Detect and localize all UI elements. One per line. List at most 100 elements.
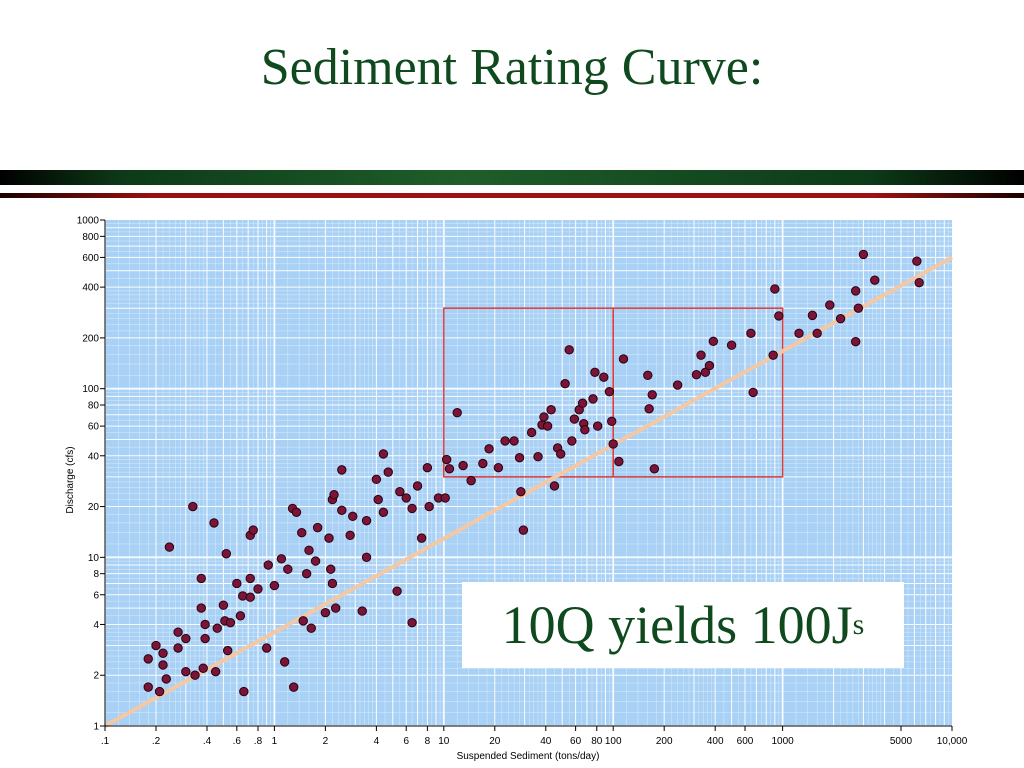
x-axis-label: Suspended Sediment (tons/day) [457,751,600,762]
x-tick-label: 6 [403,736,409,747]
data-point [770,284,780,294]
y-tick-label: 2 [93,671,99,682]
data-point [361,552,372,563]
data-point [704,360,715,371]
data-point [416,533,427,543]
data-point [556,449,566,459]
data-point [269,580,280,591]
data-point [649,464,660,474]
data-point [569,414,580,424]
data-point [289,682,299,692]
data-point [696,350,706,360]
data-point [330,603,341,613]
data-point [327,578,338,589]
data-point [158,648,168,658]
x-tick-label: 8 [425,736,431,747]
data-point [395,486,405,497]
data-point [181,633,191,644]
y-tick-label: 20 [88,502,100,513]
x-tick-label: 200 [656,736,673,747]
data-point [232,578,242,589]
x-tick-label: .1 [101,736,110,747]
data-point [407,617,417,628]
callout-box: 10Q yields 100J s [462,582,904,668]
data-point [807,310,818,321]
data-point [440,493,450,503]
x-tick-label: 80 [591,736,603,747]
data-point [466,475,476,486]
y-axis-label: Discharge (cfs) [65,446,76,513]
data-point [452,408,462,418]
y-tick-label: 400 [82,283,99,294]
data-point [549,481,560,491]
data-point [225,617,236,628]
data-point [173,643,183,653]
data-point [196,573,206,584]
data-point [647,390,657,400]
fit-line [104,255,953,728]
data-point [643,370,653,381]
data-point [478,458,488,469]
data-point [518,525,529,535]
data-point [539,412,549,422]
slide-title: Sediment Rating Curve: [260,39,764,96]
data-point [173,627,183,637]
data-point [345,530,355,541]
y-tick-label: 40 [88,451,100,462]
y-tick-label: 600 [82,253,99,264]
x-tick-label: 40 [540,736,552,747]
data-point [546,405,556,415]
data-point [357,606,367,616]
x-tick-label: .6 [233,736,242,747]
data-point [279,657,290,667]
data-point [143,682,153,692]
data-point [378,507,389,517]
x-tick-label: 600 [737,736,754,747]
x-tick-label: 5000 [890,736,913,747]
data-point [196,603,206,613]
data-point [458,460,468,471]
y-tick-label: 4 [93,620,99,631]
y-axis-ticks: 1 2 4 6 8 10 20 40 60 80 100 200 400 600 800 1000 [77,216,105,733]
data-point [218,600,229,610]
data-point [560,379,570,389]
y-tick-label: 100 [82,384,99,395]
data-point [337,465,347,475]
data-point [383,467,393,477]
data-point [592,421,603,431]
data-point [604,386,615,397]
x-tick-label: 2 [323,736,329,747]
data-point [614,456,624,467]
data-point [276,554,287,564]
data-point [850,286,861,296]
y-tick-label: 60 [88,422,100,433]
data-point [853,303,864,313]
data-point [607,416,617,427]
data-point [444,464,455,474]
y-tick-label: 1000 [77,216,100,227]
y-tick-label: 200 [82,333,99,344]
data-point [441,454,452,465]
title-divider-dark [0,170,1024,185]
data-point [222,645,233,656]
data-point [151,640,161,651]
data-point [373,494,383,505]
title-divider-red [0,193,1024,198]
data-point [209,518,219,528]
data-point [567,436,577,446]
x-tick-label: 1000 [771,736,794,747]
data-point [143,654,153,664]
data-point [378,449,389,459]
x-tick-label: .8 [254,736,263,747]
data-points [143,249,924,697]
data-point [212,623,222,633]
data-point [533,452,543,462]
data-point [912,256,922,266]
rating-curve-chart: .1.2.4.6.8 1 2 4 6 8 10 20 40 60 80 100 200 400 600 100… [65,216,968,763]
data-point [235,611,246,621]
data-point [392,586,402,596]
data-point [708,336,719,346]
x-tick-label: 10 [438,736,450,747]
x-tick-label: 400 [707,736,724,747]
data-point [516,486,526,497]
